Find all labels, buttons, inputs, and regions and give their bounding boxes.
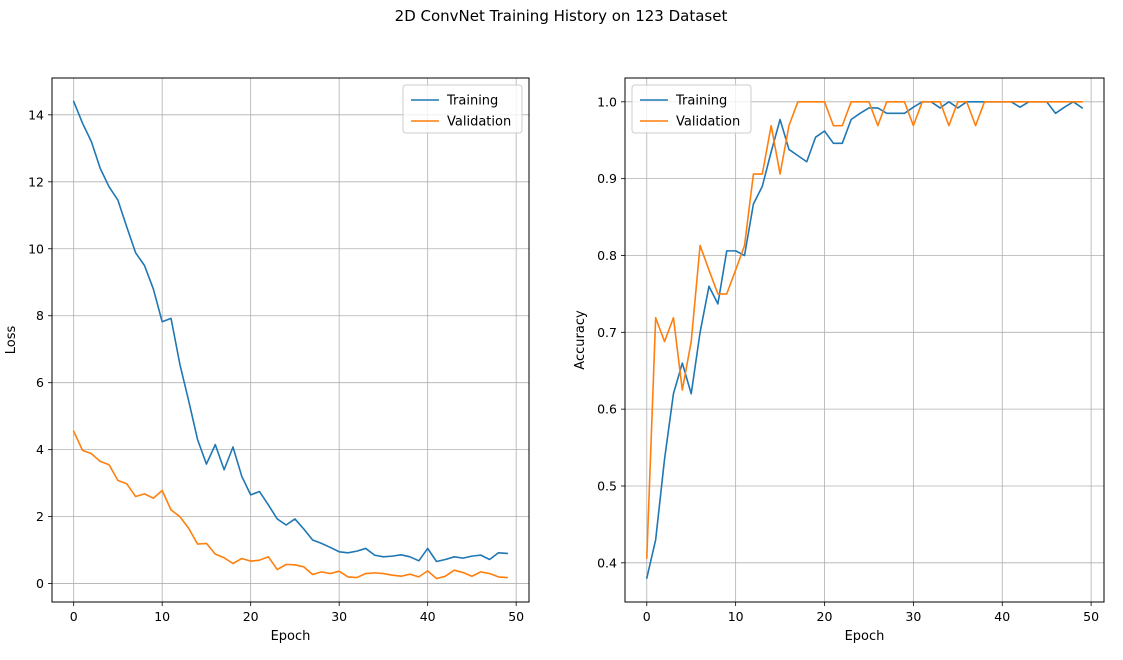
loss-y-tick-label: 10	[28, 241, 44, 256]
loss-y-tick-label: 0	[36, 576, 44, 591]
loss-series-validation-line	[72, 430, 509, 580]
loss-x-axis-label: Epoch	[271, 629, 311, 644]
accuracy-y-tick-label: 0.4	[597, 555, 617, 570]
accuracy-legend-label-validation: Validation	[676, 115, 740, 130]
accuracy-x-tick-label: 50	[1083, 609, 1099, 624]
loss-x-tick-label: 0	[70, 609, 78, 624]
loss-y-tick-label: 2	[36, 509, 44, 524]
loss-plot: 0 10 20 30 40 50 0 2 4 6 8 10 12 14 Epoch Loss Training V…	[4, 77, 530, 644]
accuracy-legend: Training Validation	[631, 84, 752, 134]
accuracy-y-axis-label: Accuracy	[573, 310, 588, 370]
accuracy-x-tick-label: 30	[905, 609, 921, 624]
loss-axes-frame	[51, 77, 530, 603]
accuracy-y-tick-label: 0.6	[597, 402, 617, 417]
loss-legend-label-training: Training	[446, 94, 498, 109]
loss-y-tick-label: 8	[36, 308, 44, 323]
loss-y-tick-label: 12	[28, 174, 44, 189]
accuracy-x-tick-label: 20	[817, 609, 833, 624]
accuracy-x-tick-label: 10	[728, 609, 744, 624]
loss-legend: Training Validation	[402, 84, 523, 134]
accuracy-y-tick-label: 0.9	[597, 171, 617, 186]
loss-x-tick-label: 20	[243, 609, 259, 624]
accuracy-x-tick-label: 40	[994, 609, 1010, 624]
loss-x-tick-label: 50	[508, 609, 524, 624]
loss-x-tick-label: 40	[420, 609, 436, 624]
accuracy-y-tick-label: 0.8	[597, 248, 617, 263]
accuracy-y-tick-label: 1.0	[597, 94, 617, 109]
accuracy-y-tick-label: 0.5	[597, 478, 617, 493]
loss-series-training-line	[72, 100, 509, 563]
loss-x-tick-label: 30	[331, 609, 347, 624]
accuracy-x-tick-label: 0	[643, 609, 651, 624]
accuracy-axes-frame	[624, 77, 1105, 603]
accuracy-plot: 0 10 20 30 40 50 0.4 0.5 0.6 0.7 0.8 0.9 1.0 Epoch Acc…	[573, 77, 1105, 644]
loss-y-tick-label: 6	[36, 375, 44, 390]
loss-y-tick-label: 4	[36, 442, 44, 457]
loss-legend-label-validation: Validation	[447, 115, 511, 130]
loss-y-tick-label: 14	[28, 107, 44, 122]
loss-y-axis-label: Loss	[4, 326, 19, 355]
accuracy-x-axis-label: Epoch	[845, 629, 885, 644]
accuracy-series-training-line	[645, 101, 1084, 579]
accuracy-y-tick-label: 0.7	[597, 325, 617, 340]
loss-x-tick-label: 10	[154, 609, 170, 624]
accuracy-series-validation-line	[645, 101, 1084, 560]
figure-suptitle: 2D ConvNet Training History on 123 Datas…	[395, 7, 728, 25]
accuracy-legend-label-training: Training	[675, 94, 727, 109]
